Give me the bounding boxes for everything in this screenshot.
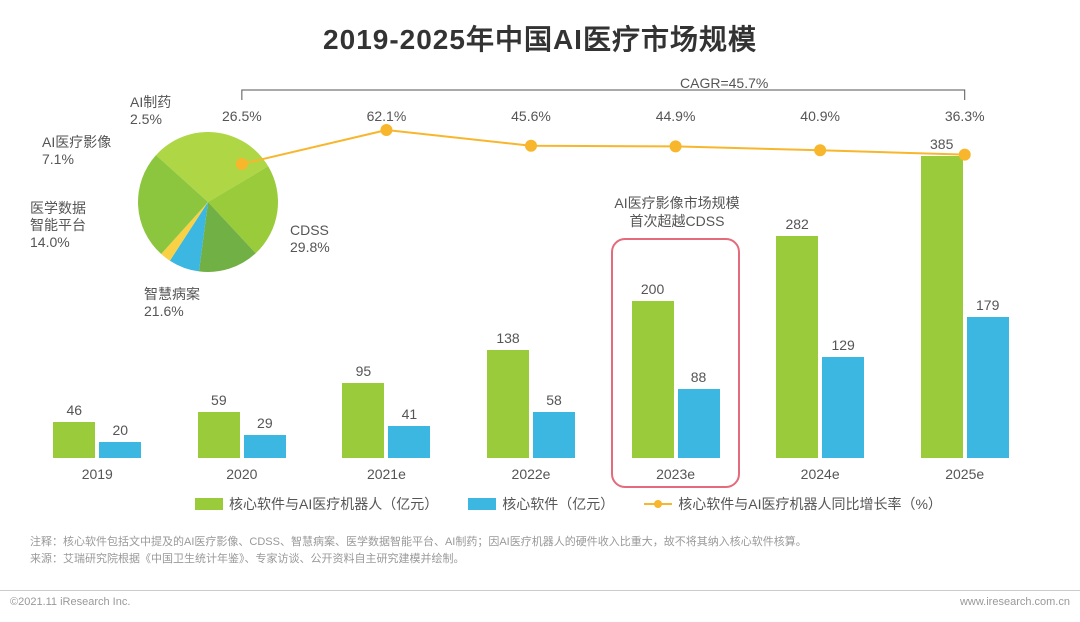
footer-copyright: ©2021.11 iResearch Inc. xyxy=(10,596,130,608)
legend-label: 核心软件与AI医疗机器人同比增长率（%） xyxy=(678,494,942,514)
legend-item: 核心软件与AI医疗机器人同比增长率（%） xyxy=(644,494,942,514)
growth-line xyxy=(0,0,1080,622)
note-line-2: 来源：艾瑞研究院根据《中国卫生统计年鉴》、专家访谈、公开资料自主研究建模并绘制。 xyxy=(30,551,807,568)
notes: 注释：核心软件包括文中提及的AI医疗影像、CDSS、智慧病案、医学数据智能平台、… xyxy=(30,534,807,567)
footer-line xyxy=(0,590,1080,591)
footer-url: www.iresearch.com.cn xyxy=(960,596,1070,608)
note-line-1: 注释：核心软件包括文中提及的AI医疗影像、CDSS、智慧病案、医学数据智能平台、… xyxy=(30,534,807,551)
legend-item: 核心软件（亿元） xyxy=(468,494,614,514)
legend: 核心软件与AI医疗机器人（亿元） 核心软件（亿元） 核心软件与AI医疗机器人同比增长… xyxy=(195,494,942,514)
legend-swatch xyxy=(195,498,223,510)
legend-swatch xyxy=(468,498,496,510)
legend-item: 核心软件与AI医疗机器人（亿元） xyxy=(195,494,438,514)
legend-label: 核心软件与AI医疗机器人（亿元） xyxy=(229,494,438,514)
legend-label: 核心软件（亿元） xyxy=(502,494,614,514)
legend-line-icon xyxy=(644,503,672,505)
chart-stage: 2019-2025年中国AI医疗市场规模 CDSS29.8%智慧病案21.6%医… xyxy=(0,0,1080,622)
